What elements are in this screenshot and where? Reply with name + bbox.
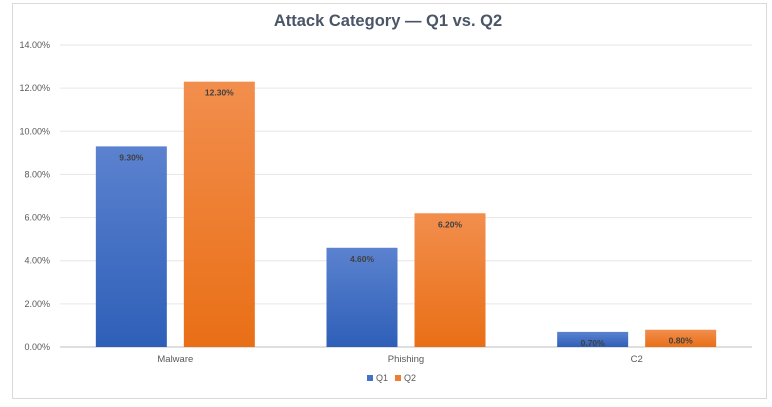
data-label: 6.20%: [438, 219, 463, 229]
category-label: Phishing: [388, 354, 424, 365]
legend: Q1 Q2: [367, 373, 416, 383]
y-tick-label: 8.00%: [24, 169, 50, 179]
y-tick-label: 10.00%: [19, 126, 50, 136]
data-label: 0.80%: [669, 336, 694, 346]
bar-q1-malware: [95, 146, 167, 347]
data-label: 12.30%: [205, 88, 234, 98]
y-axis-tick-labels: 0.00% 2.00% 4.00% 6.00% 8.00% 10.00% 12.00% 14.…: [19, 40, 50, 352]
y-tick-label: 0.00%: [24, 342, 50, 352]
y-tick-label: 4.00%: [24, 256, 50, 266]
legend-swatch-q1: [367, 375, 373, 381]
data-label: 4.60%: [350, 254, 375, 264]
chart-title: Attack Category — Q1 vs. Q2: [274, 12, 502, 30]
bar-q1-phishing: [326, 247, 398, 347]
legend-label: Q2: [404, 373, 416, 383]
data-label: 9.30%: [119, 152, 144, 162]
data-labels: 9.30% 12.30% 4.60% 6.20% 0.70% 0.80%: [119, 88, 693, 348]
bar-q2-c2: [645, 329, 717, 347]
bar-q2-phishing: [414, 213, 486, 347]
y-tick-label: 14.00%: [19, 40, 50, 50]
x-axis-category-labels: Malware Phishing C2: [157, 354, 642, 365]
y-tick-label: 6.00%: [24, 213, 50, 223]
legend-swatch-q2: [395, 375, 401, 381]
gridlines: [60, 44, 752, 348]
bars: [95, 81, 717, 348]
bar-q1-c2: [557, 331, 629, 347]
category-label: C2: [631, 354, 643, 365]
legend-label: Q1: [376, 373, 388, 383]
y-tick-label: 12.00%: [19, 83, 50, 93]
y-tick-label: 2.00%: [24, 299, 50, 309]
category-label: Malware: [157, 354, 193, 365]
bar-q2-malware: [183, 81, 255, 348]
data-label: 0.70%: [581, 338, 606, 348]
